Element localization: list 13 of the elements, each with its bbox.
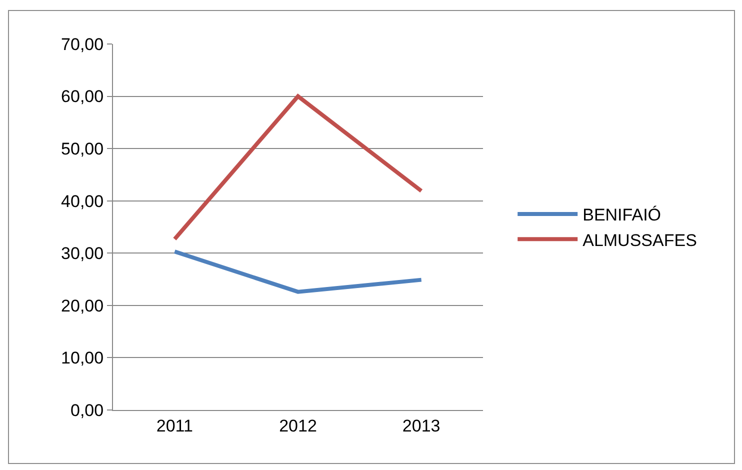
x-tick-label: 2012 (279, 416, 317, 436)
legend-label: BENIFAIÓ (582, 206, 662, 225)
y-tick-label: 50,00 (61, 140, 104, 159)
y-tick-label: 0,00 (70, 400, 104, 420)
x-tick-label: 2011 (156, 416, 193, 436)
x-tick-label: 2013 (402, 416, 440, 436)
y-tick-label: 70,00 (61, 34, 104, 54)
y-tick-label: 20,00 (61, 296, 104, 316)
y-tick-label: 60,00 (61, 87, 104, 106)
y-tick-label: 40,00 (61, 192, 104, 211)
legend-label: ALMUSSAFES (582, 230, 697, 250)
y-tick-label: 30,00 (61, 244, 104, 264)
y-tick-label: 10,00 (61, 348, 104, 368)
